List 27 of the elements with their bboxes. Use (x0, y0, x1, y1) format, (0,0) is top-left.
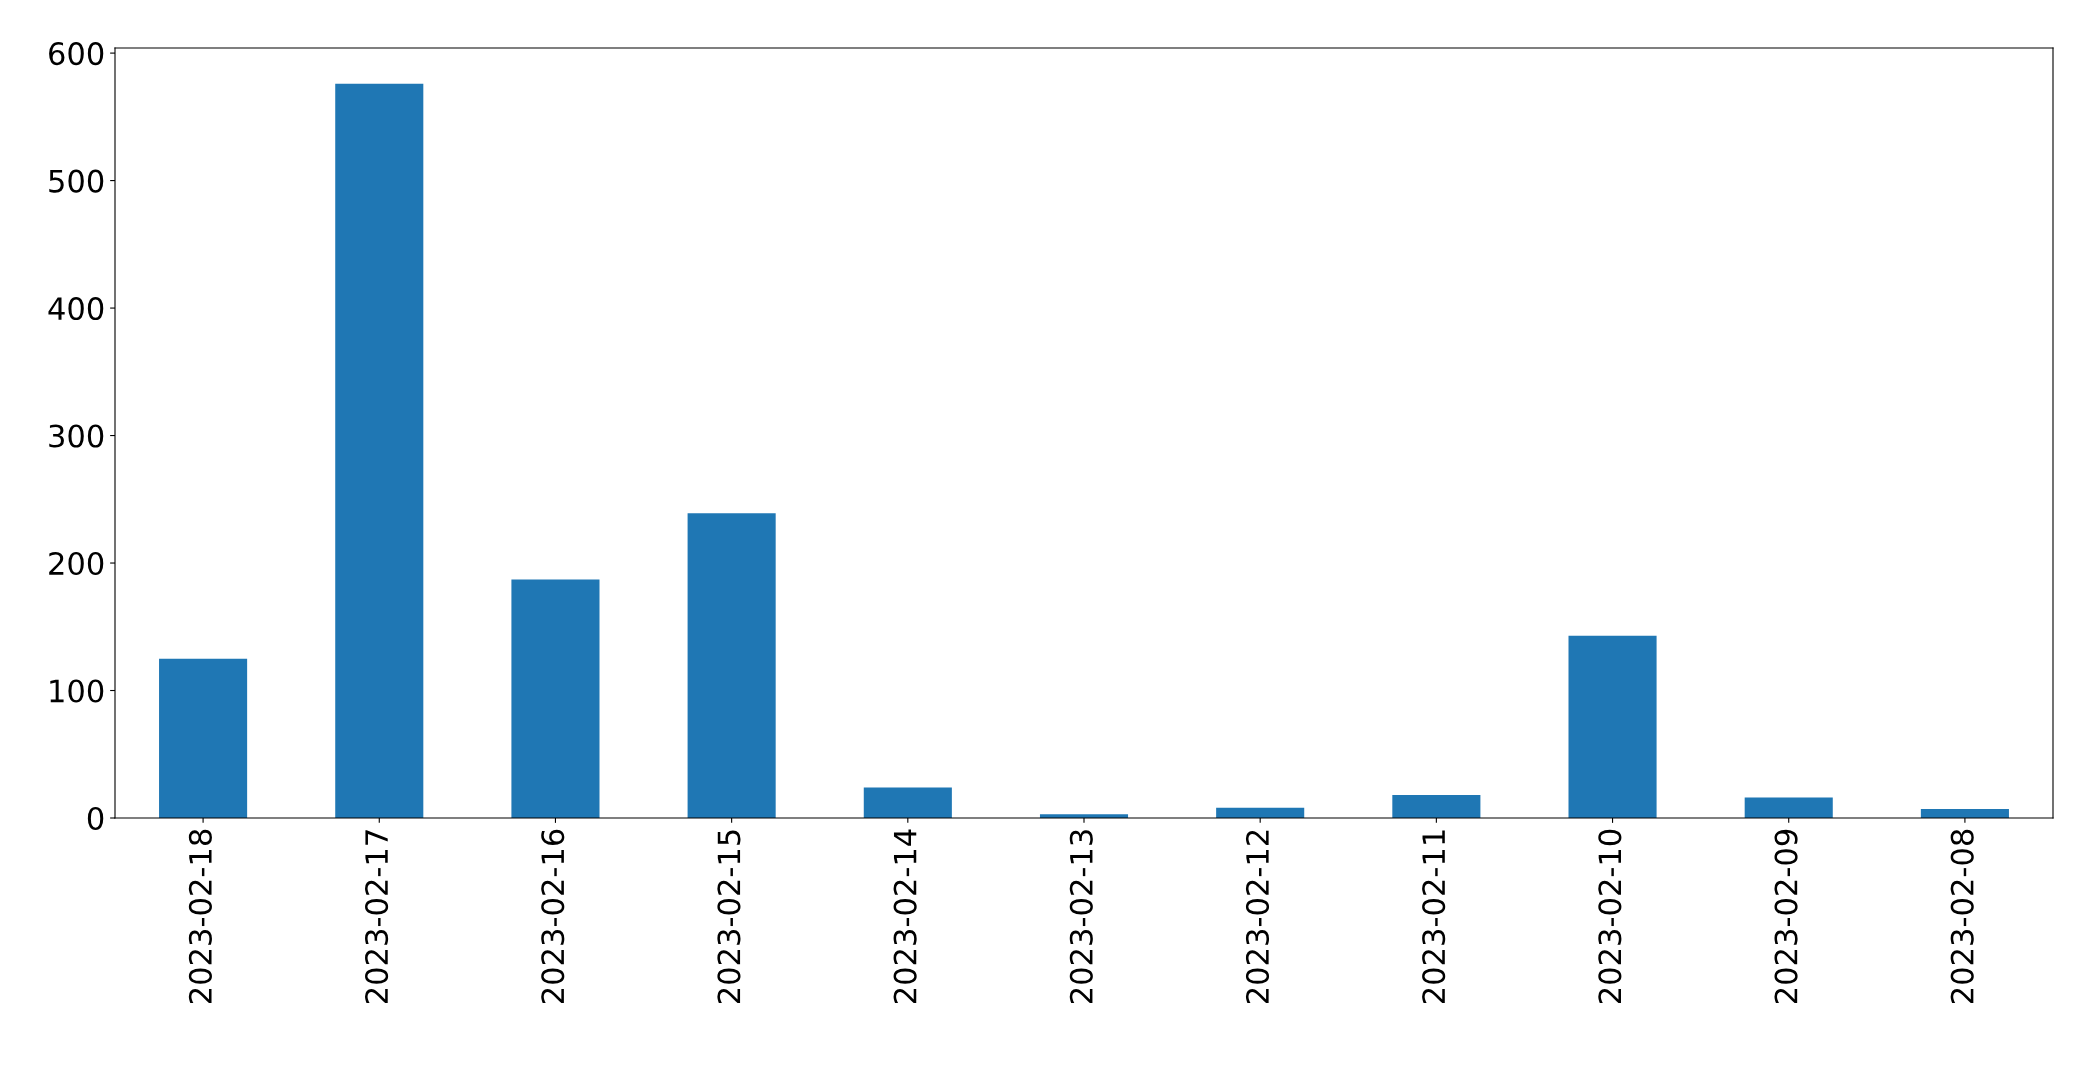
x-tick-label: 2023-02-10 (1598, 829, 1622, 1004)
bar (159, 658, 248, 818)
bar (863, 787, 952, 818)
y-tick-label: 500 (49, 169, 104, 193)
x-tick-label: 2023-02-09 (1774, 829, 1798, 1004)
y-tick-label: 600 (49, 42, 104, 66)
y-tick-label: 100 (50, 679, 104, 703)
x-tick-label: 2023-02-08 (1950, 829, 1974, 1004)
x-tick-label: 2023-02-11 (1422, 830, 1446, 1004)
bar (1568, 635, 1657, 818)
bar (687, 513, 776, 818)
x-tick-label: 2023-02-15 (717, 830, 741, 1004)
x-tick-label: 2023-02-12 (1245, 830, 1270, 1004)
x-tick-label: 2023-02-13 (1069, 830, 1093, 1004)
bar (1744, 797, 1833, 818)
bar (1920, 809, 2009, 818)
x-tick-label: 2023-02-16 (541, 829, 565, 1004)
bar (335, 83, 424, 818)
y-tick-label: 0 (87, 806, 104, 831)
x-tick-label: 2023-02-17 (365, 830, 389, 1004)
y-tick-label: 300 (49, 424, 104, 448)
x-tick-label: 2023-02-18 (188, 829, 212, 1004)
bar (1392, 795, 1481, 818)
bar (511, 579, 600, 818)
y-tick-label: 200 (49, 551, 104, 576)
y-tick-label: 400 (48, 297, 104, 321)
x-tick-label: 2023-02-14 (893, 829, 917, 1004)
